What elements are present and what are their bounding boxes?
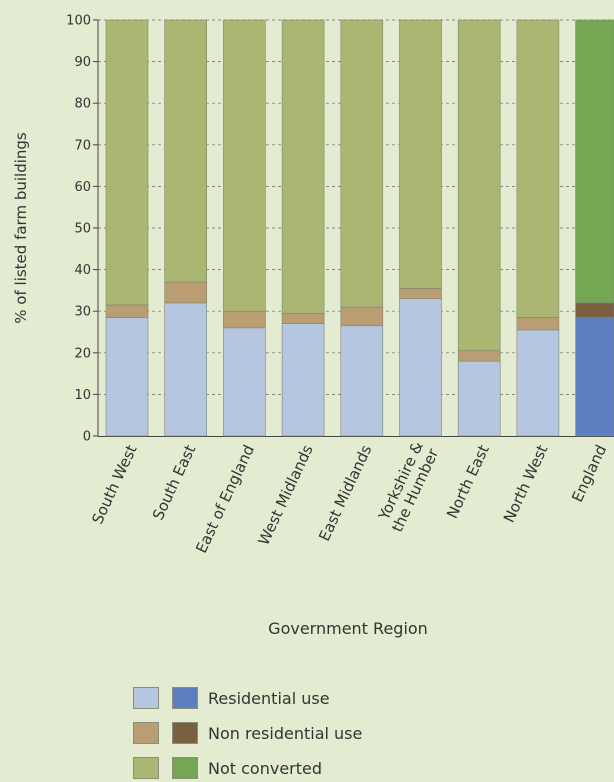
y-tick-label: 70 [74, 138, 91, 153]
bar-north-west-non-residential [516, 317, 560, 331]
bar-yorkshire-and-the-humber-not-converted [399, 19, 442, 289]
bar-east-midlands-residential [340, 325, 384, 437]
bar-west-midlands-not-converted [281, 19, 325, 314]
legend-swatch-residential-england [172, 687, 198, 709]
bar-west-midlands-residential [281, 323, 325, 437]
bar-north-west-not-converted [516, 19, 560, 318]
x-tick-label: East of England [192, 442, 258, 556]
y-tick-label: 90 [74, 55, 91, 70]
legend: Residential use Non residential use Not … [133, 686, 362, 780]
x-tick-label: North East [443, 442, 493, 521]
y-tick-label: 40 [74, 263, 91, 278]
x-tick-label: East Midlands [315, 442, 375, 544]
legend-item-not-converted: Not converted [133, 756, 362, 780]
legend-swatch-not-converted-regions [133, 757, 159, 779]
legend-item-residential: Residential use [133, 686, 362, 710]
bar-west-midlands-non-residential [281, 312, 325, 324]
y-tick-label: 100 [66, 14, 91, 29]
x-axis-title: Government Region [268, 619, 428, 638]
x-tick-label: South West [88, 442, 140, 527]
y-tick-label: 50 [74, 222, 91, 237]
y-tick-label: 80 [74, 97, 91, 112]
y-tick-label: 10 [74, 388, 91, 403]
legend-swatch-not-converted-england [172, 757, 198, 779]
bar-england-not-converted [575, 19, 614, 304]
bar-north-east-not-converted [457, 19, 501, 352]
bar-south-east-not-converted [164, 19, 207, 283]
legend-swatch-non-residential-regions [133, 722, 159, 744]
legend-label-non-residential: Non residential use [208, 723, 363, 743]
bar-north-west-residential [516, 329, 560, 437]
y-tick-label: 60 [74, 180, 91, 195]
bar-south-west-not-converted [105, 19, 149, 306]
bar-north-east-residential [457, 360, 501, 437]
legend-swatch-non-residential-england [172, 722, 198, 744]
legend-label-not-converted: Not converted [208, 758, 323, 778]
bar-east-midlands-not-converted [340, 19, 384, 308]
bar-south-west-non-residential [105, 304, 149, 318]
bar-north-east-non-residential [457, 350, 501, 362]
legend-swatch-residential-regions [133, 687, 159, 709]
bar-yorkshire-and-the-humber-non-residential [399, 288, 442, 300]
bar-east-of-england-not-converted [223, 19, 266, 312]
bar-yorkshire-and-the-humber-residential [399, 298, 442, 437]
chart-plot: 0 10 20 30 40 50 60 70 80 90 100 % of listed farm b… [12, 14, 614, 638]
legend-item-non-residential: Non residential use [133, 721, 362, 745]
x-tick-label: North West [500, 442, 552, 525]
x-tick-label: Yorkshire &the Humber [373, 438, 443, 535]
bar-east-midlands-non-residential [340, 306, 384, 327]
y-axis-title: % of listed farm buildings [12, 132, 30, 324]
x-tick-label: South East [149, 442, 199, 523]
x-tick-label: West Midlands [255, 442, 317, 548]
bar-east-of-england-residential [223, 327, 266, 437]
y-tick-label: 0 [83, 430, 91, 445]
y-tick-label: 30 [74, 305, 91, 320]
bar-england-non-residential [575, 302, 614, 318]
bar-south-east-non-residential [164, 281, 207, 304]
x-tick-label: England [568, 442, 610, 505]
y-tick-label: 20 [74, 346, 91, 361]
legend-label-residential: Residential use [208, 688, 330, 708]
bar-south-west-residential [105, 317, 149, 437]
bar-east-of-england-non-residential [223, 310, 266, 329]
bar-south-east-residential [164, 302, 207, 437]
bar-england-residential [575, 317, 614, 437]
